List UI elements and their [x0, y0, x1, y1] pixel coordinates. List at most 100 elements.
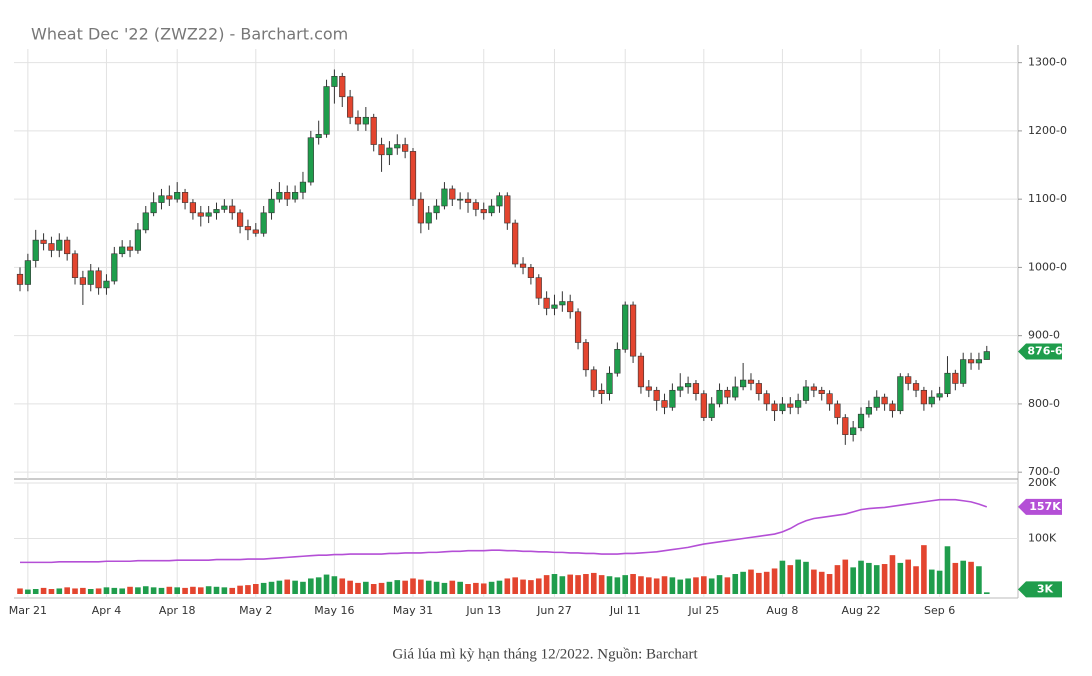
- candle-body: [79, 277, 86, 285]
- volume-bar: [418, 579, 424, 594]
- candle-body: [543, 297, 550, 309]
- volume-bar: [64, 587, 70, 594]
- volume-bar: [473, 582, 479, 594]
- volume-bar: [308, 578, 314, 594]
- volume-bar: [936, 570, 943, 594]
- candle-body: [229, 205, 236, 214]
- volume-bar: [253, 584, 259, 594]
- volume-bar: [834, 565, 841, 594]
- volume-bar: [260, 582, 267, 594]
- volume-bar: [850, 567, 856, 594]
- candle-body: [315, 134, 322, 139]
- volume-bar: [323, 574, 330, 594]
- open-interest-tag: [1018, 498, 1062, 515]
- x-tick-label: Jun 13: [465, 604, 501, 617]
- y-tick-label: 1000-0: [1028, 260, 1067, 273]
- volume-bar: [103, 587, 110, 594]
- volume-bar: [221, 587, 228, 594]
- volume-bar: [347, 580, 353, 594]
- candle-body: [260, 212, 267, 234]
- volume-bar: [606, 576, 613, 594]
- candle-body: [795, 400, 802, 408]
- candle-body: [519, 263, 527, 268]
- volume-bar: [355, 582, 361, 594]
- volume-bar: [197, 587, 204, 594]
- last-price-tag: [1018, 343, 1062, 360]
- volume-bar: [756, 572, 762, 594]
- candle-body: [142, 212, 149, 231]
- candle-body: [126, 246, 134, 251]
- candle-body: [354, 116, 362, 125]
- candle-body: [134, 229, 142, 251]
- volume-bar: [72, 588, 78, 594]
- volume-bar: [182, 587, 188, 594]
- volume-bar: [245, 585, 251, 594]
- candle-body: [936, 393, 943, 398]
- candle-body: [150, 202, 157, 214]
- candle-body: [692, 383, 700, 394]
- x-tick-label: Jun 27: [536, 604, 572, 617]
- volume-bar: [300, 581, 306, 594]
- volume-bar: [811, 569, 817, 594]
- volume-bar: [944, 546, 951, 594]
- volume-bar: [158, 587, 165, 594]
- candle-body: [559, 301, 566, 306]
- candle-body: [645, 386, 652, 391]
- volume-bar: [229, 587, 236, 594]
- volume-bar: [873, 565, 880, 594]
- volume-bar: [512, 577, 518, 594]
- volume-bar: [441, 582, 448, 594]
- volume-bar: [842, 559, 849, 594]
- volume-bar: [520, 579, 526, 594]
- volume-bar: [716, 575, 723, 594]
- volume-bar: [363, 581, 369, 594]
- volume-label: 3K: [1037, 582, 1054, 595]
- candle-body: [873, 396, 880, 408]
- volume-bar: [921, 545, 927, 594]
- candle-body: [370, 116, 377, 145]
- volume-bar: [40, 587, 47, 594]
- candle-body: [504, 195, 511, 224]
- candle-body: [684, 383, 692, 388]
- volume-bar: [449, 580, 456, 594]
- candle-body: [842, 417, 849, 435]
- candle-body: [425, 212, 432, 224]
- volume-bar: [339, 578, 346, 594]
- candle-body: [24, 260, 31, 285]
- volume-bar: [48, 589, 55, 594]
- volume-bar: [32, 589, 39, 594]
- candle-body: [48, 243, 55, 251]
- volume-bar: [693, 577, 699, 594]
- candle-body: [535, 277, 542, 299]
- candle-body: [574, 311, 582, 343]
- volume-bar: [763, 571, 770, 594]
- volume-bar: [425, 580, 432, 594]
- volume-bar: [488, 581, 495, 594]
- candle-body: [653, 389, 660, 401]
- volume-bar: [598, 575, 605, 594]
- candle-body: [197, 212, 204, 217]
- candle-body: [771, 403, 778, 412]
- volume-bar: [983, 592, 990, 594]
- volume-bar: [779, 560, 786, 594]
- candle-body: [221, 205, 228, 210]
- candle-body: [252, 229, 259, 234]
- x-tick-label: Aug 22: [842, 604, 881, 617]
- volume-bar: [583, 574, 589, 594]
- candle-body: [622, 304, 629, 350]
- volume-bar: [213, 586, 220, 594]
- volume-bar: [732, 574, 739, 594]
- candle-body: [119, 246, 126, 255]
- volume-bar: [858, 560, 864, 594]
- volume-bar: [402, 580, 408, 594]
- volume-bar: [119, 588, 125, 594]
- x-tick-label: Jul 11: [609, 604, 641, 617]
- volume-tag: [1018, 581, 1062, 598]
- candle-body: [629, 304, 637, 357]
- volume-tick-label: 200K: [1028, 476, 1057, 489]
- volume-bar: [889, 555, 896, 594]
- candle-body: [512, 222, 519, 265]
- candle-body: [174, 192, 181, 200]
- candle-body: [834, 403, 841, 418]
